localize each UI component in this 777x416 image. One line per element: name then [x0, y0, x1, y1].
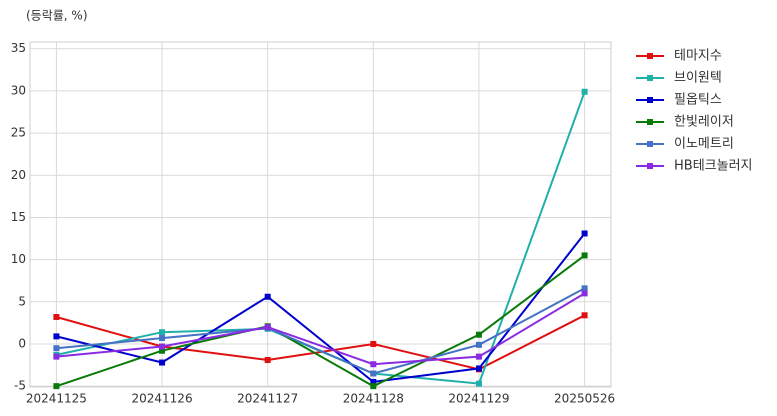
series-line — [56, 254, 586, 388]
point-marker — [475, 365, 482, 372]
legend-marker — [647, 53, 653, 59]
point-marker — [475, 341, 482, 348]
point-marker — [159, 347, 166, 354]
plot-border — [29, 41, 612, 388]
point-marker — [159, 359, 166, 366]
y-tick-label: 0 — [18, 336, 26, 350]
point-marker — [370, 383, 377, 390]
x-tick-label: 20241125 — [26, 392, 87, 406]
legend-label: 브이원텍 — [674, 71, 722, 86]
legend-label: 한빛레이저 — [674, 115, 734, 130]
point-marker — [581, 88, 588, 95]
legend-marker — [647, 119, 653, 125]
legend-label: 테마지수 — [674, 49, 722, 64]
y-tick-label: 30 — [11, 83, 26, 97]
legend-label: 이노메트리 — [674, 137, 734, 152]
y-tick-label: 35 — [11, 41, 26, 55]
point-marker — [581, 252, 588, 259]
legend-marker — [647, 141, 653, 147]
y-tick-label: -5 — [14, 379, 26, 393]
point-marker — [581, 290, 588, 297]
y-tick-label: 20 — [11, 168, 26, 182]
unit-label: (등락률, %) — [26, 9, 88, 23]
y-tick-label: 15 — [11, 210, 26, 224]
legend-marker — [647, 163, 653, 169]
legend-label: 필옵틱스 — [674, 93, 722, 108]
point-marker — [53, 345, 60, 352]
point-marker — [475, 380, 482, 387]
point-marker — [53, 353, 60, 360]
point-marker — [370, 361, 377, 368]
x-tick-label: 20250526 — [554, 392, 615, 406]
x-tick-label: 20241127 — [237, 392, 298, 406]
point-marker — [264, 357, 271, 364]
point-marker — [370, 340, 377, 347]
series-line — [56, 287, 586, 375]
x-tick-label: 20241128 — [343, 392, 404, 406]
point-marker — [370, 378, 377, 385]
point-marker — [581, 230, 588, 237]
point-marker — [581, 285, 588, 292]
point-marker — [581, 312, 588, 319]
point-marker — [370, 370, 377, 377]
y-tick-label: 10 — [11, 252, 26, 266]
y-tick-label: 5 — [18, 294, 26, 308]
legend-marker — [647, 97, 653, 103]
point-marker — [159, 335, 166, 342]
point-marker — [53, 333, 60, 340]
legend-label: HB테크놀러지 — [674, 159, 753, 174]
point-marker — [159, 329, 166, 336]
series-line — [56, 292, 586, 366]
y-tick-label: 25 — [11, 126, 26, 140]
x-tick-label: 20241129 — [448, 392, 509, 406]
x-tick-label: 20241126 — [132, 392, 193, 406]
point-marker — [159, 343, 166, 350]
point-marker — [475, 331, 482, 338]
point-marker — [264, 324, 271, 331]
point-marker — [264, 293, 271, 300]
series-line — [56, 314, 586, 371]
point-marker — [53, 313, 60, 320]
legend-marker — [647, 75, 653, 81]
point-marker — [475, 353, 482, 360]
point-marker — [53, 383, 60, 390]
